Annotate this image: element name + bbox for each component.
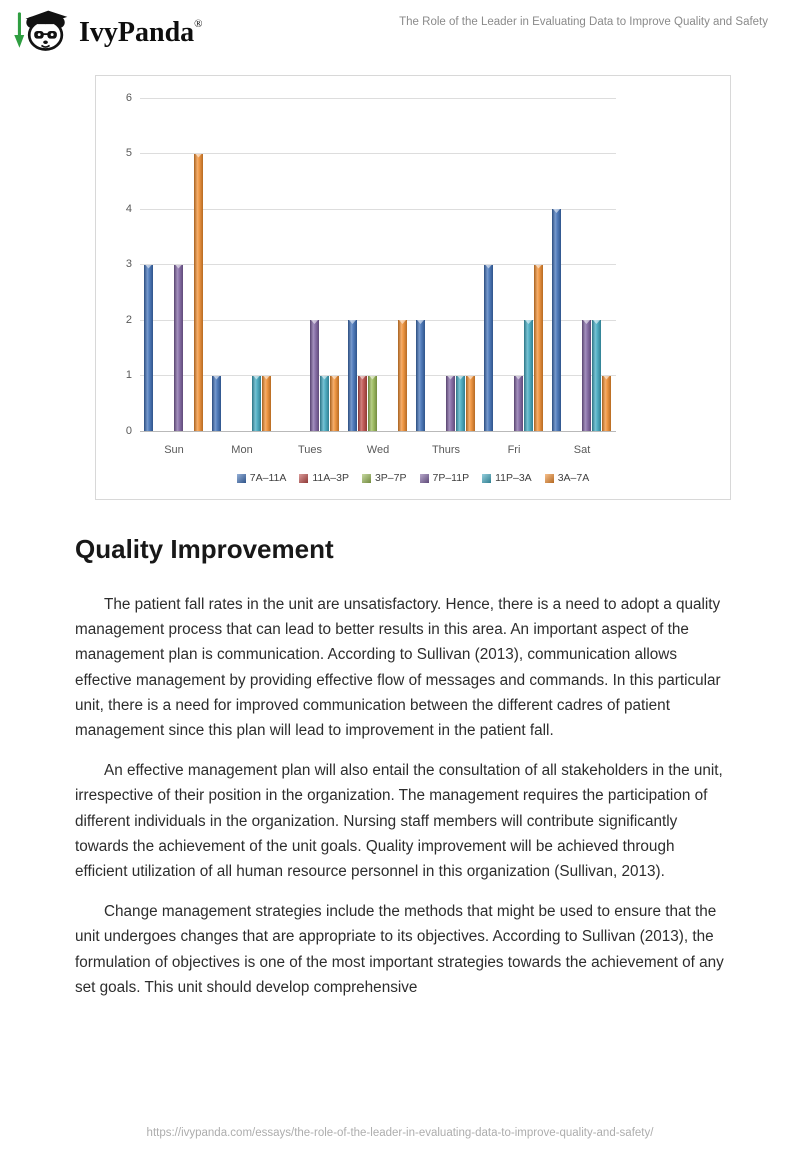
bar-7P–11P-Sat [582,320,591,431]
paragraph: The patient fall rates in the unit are u… [75,596,721,740]
gridline [140,264,616,265]
x-axis-category-label: Tues [297,444,323,456]
registered-mark: ® [194,18,203,30]
x-axis-category-label: Fri [507,444,521,456]
bar-3A–7A-Fri [534,264,543,431]
bar-7P–11P-Sun [174,264,183,431]
chart-legend: 7A–11A 11A–3P 3P–7P 7P–11P 11P–3A 3A–7A [96,472,730,484]
bar-7P–11P-Fri [514,375,523,431]
y-axis-tick-label: 1 [125,369,132,381]
y-axis-tick-label: 0 [125,424,132,437]
bar-3P–7P-Wed [368,375,377,431]
legend-item-label: 7A–11A [249,472,287,484]
legend-item-label: 3A–7A [557,472,590,484]
bar-11P–3A-Tues [320,375,329,431]
section-heading: Quality Improvement [75,534,334,564]
legend-marker-icon [419,473,429,483]
x-axis-category-label: Sun [164,444,184,456]
document-title: The Role of the Leader in Evaluating Dat… [399,16,768,28]
legend-item: 11P–3A [482,472,532,484]
x-axis-category-label: Thurs [431,444,461,456]
gridline [140,375,616,376]
legend-marker-icon [361,473,371,483]
bar-7A–11A-Mon [212,375,221,431]
article-body: Quality Improvement The patient fall rat… [75,534,727,1015]
source-url[interactable]: https://ivypanda.com/essays/the-role-of-… [146,1127,654,1139]
bar-7A–11A-Wed [348,320,357,431]
y-axis-tick-label: 3 [125,258,132,270]
bar-7P–11P-Tues [310,320,319,431]
gridline [140,97,616,99]
legend-item: 11A–3P [299,472,349,484]
legend-marker-icon [544,473,554,483]
x-axis-category-label: Wed [366,444,390,456]
bar-11P–3A-Fri [524,320,533,431]
bar-7A–11A-Fri [484,264,493,431]
legend-item: 3P–7P [361,472,407,484]
bar-3A–7A-Sun [194,153,203,431]
bar-3A–7A-Tues [330,375,339,431]
bar-7A–11A-Sun [144,264,153,431]
ivypanda-panda-icon [12,5,70,61]
legend-item: 7P–11P [419,472,470,484]
bar-3A–7A-Mon [262,375,271,431]
legend-item-label: 3P–7P [374,472,407,484]
x-axis-category-label: Mon [231,444,253,456]
gridline [140,319,616,321]
y-axis-tick-label: 2 [125,313,132,326]
legend-item: 3A–7A [544,472,590,484]
bar-7A–11A-Thurs [416,320,425,431]
bar-3A–7A-Thurs [466,375,475,431]
bar-11P–3A-Sat [592,320,601,431]
bar-3A–7A-Sat [602,375,611,431]
bar-3A–7A-Wed [398,320,407,431]
bar-7P–11P-Thurs [446,375,455,431]
legend-item-label: 7P–11P [432,472,470,484]
y-axis-tick-label: 6 [125,91,132,104]
logo-wordmark: IvyPanda [79,17,195,48]
bar-7A–11A-Sat [552,209,561,431]
patient-falls-bar-chart: 7A–11A 11A–3P 3P–7P 7P–11P 11P–3A 3A–7A 0 1 2 3 4… [95,75,731,500]
x-axis-category-label: Sat [573,444,591,456]
y-axis-tick-label: 5 [125,147,132,159]
ivypanda-logo: IvyPanda® [12,5,203,61]
legend-item-label: 11P–3A [495,472,532,484]
gridline [140,430,616,432]
gridline [140,208,616,210]
bar-11P–3A-Mon [252,375,261,431]
legend-marker-icon [299,473,309,483]
y-axis-tick-label: 4 [125,202,132,215]
bar-11P–3A-Thurs [456,375,465,431]
legend-marker-icon [482,473,492,483]
gridline [140,153,616,154]
paragraph: Change management strategies include the… [75,903,724,996]
legend-marker-icon [236,473,246,483]
bar-11A–3P-Wed [358,375,367,431]
legend-item: 7A–11A [236,472,287,484]
paragraph: An effective management plan will also e… [75,762,723,881]
legend-item-label: 11A–3P [312,472,349,484]
